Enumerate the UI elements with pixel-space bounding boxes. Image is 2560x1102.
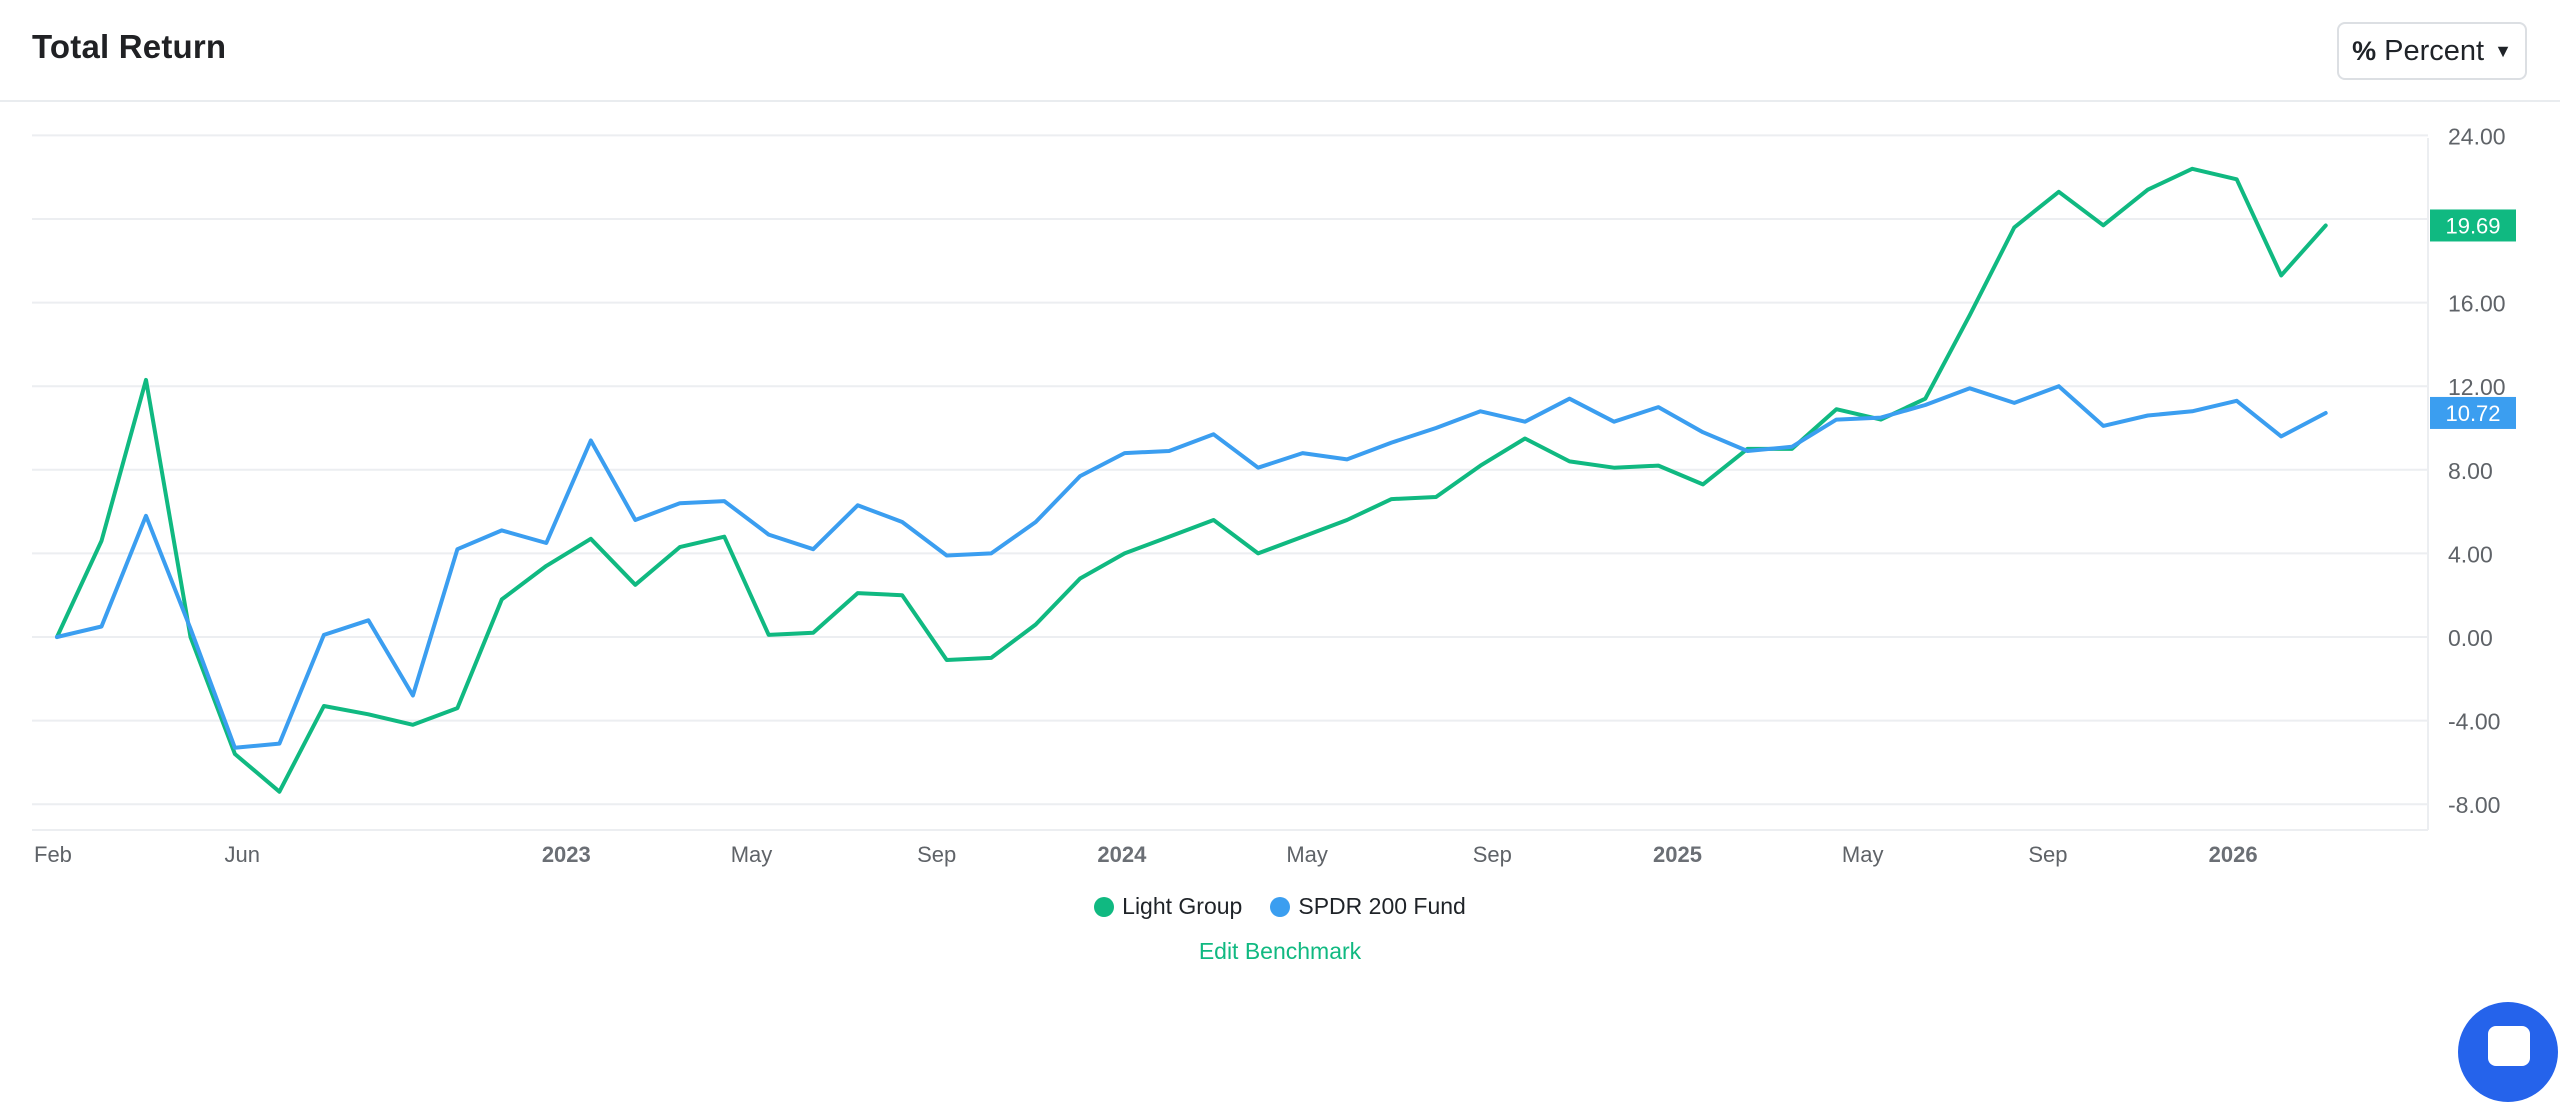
chat-icon xyxy=(2488,1026,2530,1066)
last-value-badge xyxy=(2430,396,2516,429)
x-tick-label: Sep xyxy=(917,842,956,867)
x-tick-label: Feb xyxy=(34,842,72,867)
y-tick-label: -4.00 xyxy=(2448,709,2500,735)
legend-label-light-group: Light Group xyxy=(1122,893,1243,919)
y-axis: -8.00-4.000.004.008.0012.0016.0020.0024.… xyxy=(2448,123,2506,818)
last-value-text: 10.72 xyxy=(2445,401,2500,426)
legend-label-spdr-200-fund: SPDR 200 Fund xyxy=(1298,893,1466,919)
total-return-chart: -8.00-4.000.004.008.0012.0016.0020.0024.… xyxy=(32,123,2516,867)
last-value-pointer xyxy=(2430,219,2438,232)
x-tick-label: Jun xyxy=(224,842,259,867)
y-tick-label: 24.00 xyxy=(2448,123,2506,149)
last-value-pointer xyxy=(2430,406,2438,419)
y-tick-label: -8.00 xyxy=(2448,792,2500,818)
last-value-text: 19.69 xyxy=(2445,213,2500,238)
last-value-badge xyxy=(2430,209,2516,242)
x-tick-label: 2023 xyxy=(542,842,591,867)
y-tick-label: 8.00 xyxy=(2448,458,2493,484)
x-tick-label: 2025 xyxy=(1653,842,1702,867)
unit-dropdown[interactable]: % Percent ▼ xyxy=(2337,22,2527,80)
x-tick-label: Sep xyxy=(1473,842,1512,867)
last-value-label-light-group: 19.69 xyxy=(2430,209,2516,242)
legend-item-light-group[interactable]: Light Group xyxy=(1094,893,1242,920)
x-tick-label: Sep xyxy=(2028,842,2067,867)
last-value-label-spdr-200-fund: 10.72 xyxy=(2430,396,2516,429)
legend-item-spdr-200-fund[interactable]: SPDR 200 Fund xyxy=(1270,893,1466,920)
value-labels: 19.69 10.72 xyxy=(2430,209,2516,429)
unit-dropdown-label: Percent xyxy=(2384,34,2485,67)
legend-dot-light-group xyxy=(1094,896,1115,917)
y-tick-label: 4.00 xyxy=(2448,541,2493,567)
chart-header: Total Return % Percent ▼ xyxy=(0,0,2560,102)
x-tick-label: May xyxy=(1286,842,1328,867)
series-line-light-group xyxy=(55,166,2328,794)
x-axis: Feb Jun 2023 May Sep 2024 May Sep 2025 May Sep 2026 xyxy=(34,842,2258,867)
y-tick-label: 16.00 xyxy=(2448,291,2506,317)
chevron-down-icon: ▼ xyxy=(2494,40,2512,61)
y-tick-label: 0.00 xyxy=(2448,625,2493,651)
series-lines xyxy=(55,166,2328,794)
x-tick-label: May xyxy=(1842,842,1884,867)
series-line-spdr-200-fund xyxy=(55,384,2328,750)
page-title: Total Return xyxy=(32,28,227,65)
legend-dot-spdr-200-fund xyxy=(1270,896,1291,917)
x-tick-label: 2026 xyxy=(2209,842,2258,867)
x-tick-label: May xyxy=(731,842,773,867)
grid-lines xyxy=(32,134,2429,831)
edit-benchmark-link[interactable]: Edit Benchmark xyxy=(1198,938,1362,964)
percent-icon: % xyxy=(2352,35,2377,66)
chat-button[interactable] xyxy=(2458,1002,2558,1102)
x-tick-label: 2024 xyxy=(1097,842,1147,867)
y-tick-label: 12.00 xyxy=(2448,374,2506,400)
legend: Light Group SPDR 200 Fund xyxy=(0,893,2560,920)
